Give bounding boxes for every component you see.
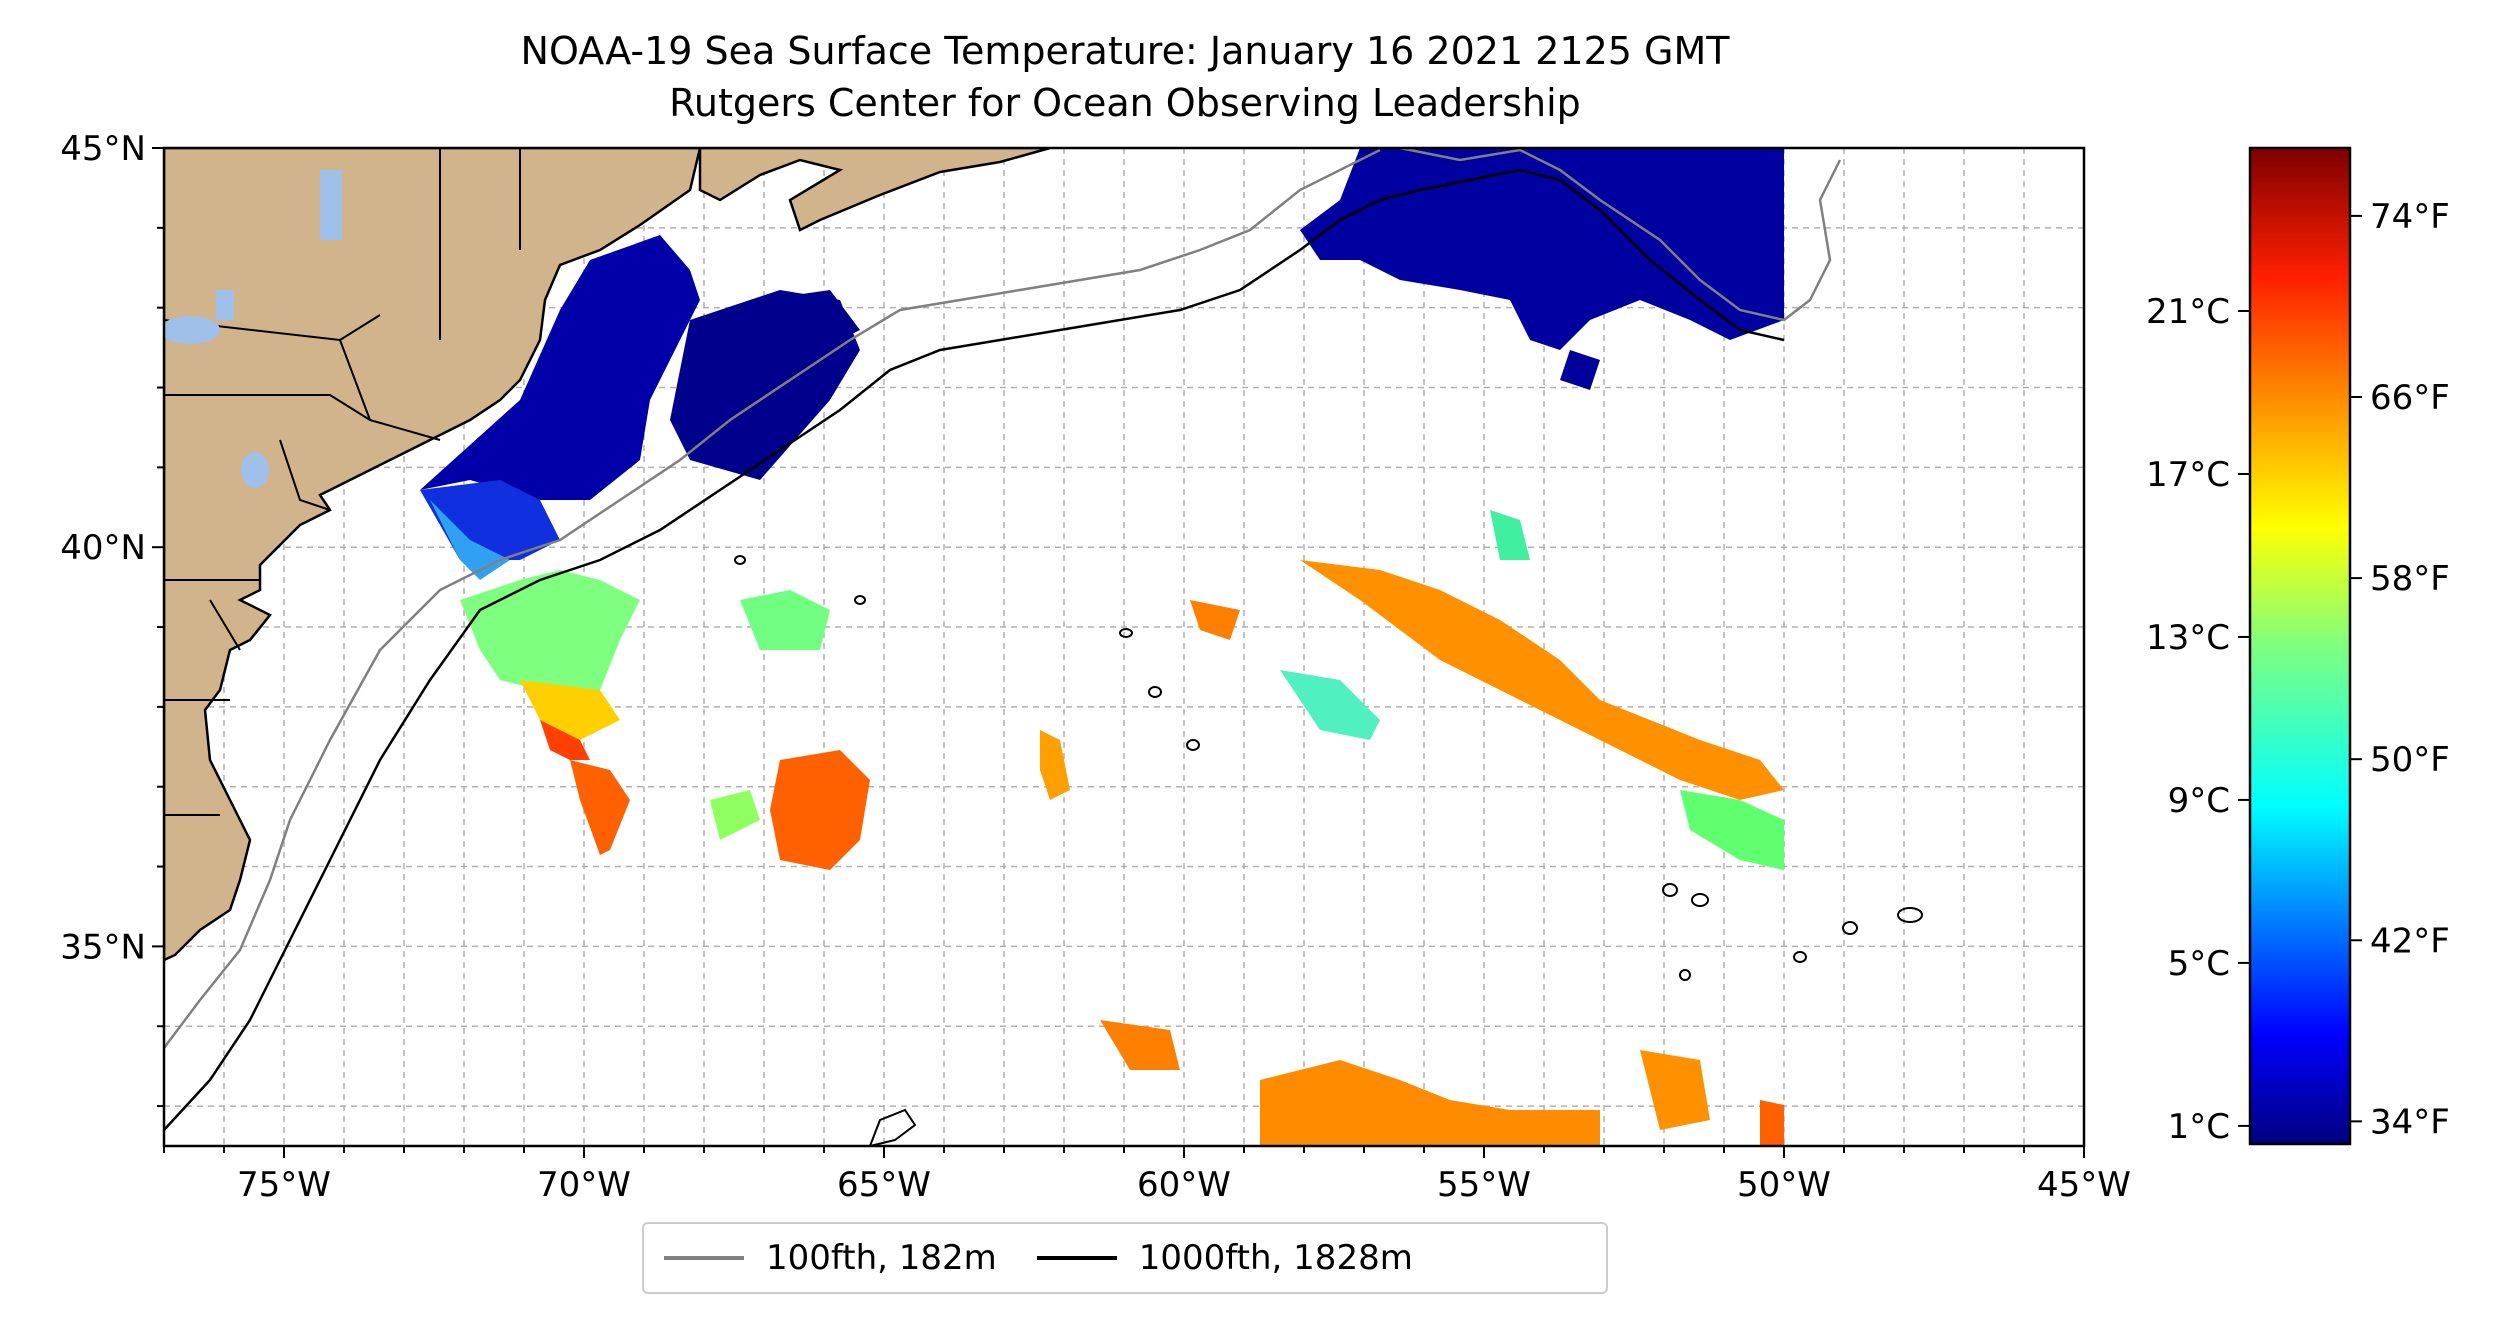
lon-tick-label: 50°W: [1737, 1165, 1831, 1205]
map-title: NOAA-19 Sea Surface Temperature: January…: [520, 29, 1730, 73]
legend: 100fth, 182m 1000fth, 1828m: [642, 1222, 1608, 1294]
state-borders: [164, 148, 521, 816]
cbar-c-label: 9°C: [2168, 781, 2230, 821]
lon-tick-label: 65°W: [837, 1165, 931, 1205]
lat-tick-label: 45°N: [60, 129, 146, 169]
legend-item-1000fth: 1000fth, 1828m: [1036, 1238, 1413, 1278]
legend-swatch-100fth: [664, 1256, 744, 1260]
lat-tick-label: 35°N: [60, 927, 146, 967]
legend-item-100fth: 100fth, 182m: [664, 1238, 997, 1278]
isobath-1000fth: [164, 168, 1785, 1131]
sst-cold-patches: [420, 148, 1784, 580]
cbar-c-label: 21°C: [2146, 292, 2230, 332]
cbar-f-label: 34°F: [2370, 1102, 2450, 1142]
isobath-100fth: [164, 148, 1842, 1049]
cbar-f-label: 42°F: [2370, 921, 2450, 961]
cbar-f-label: 58°F: [2370, 559, 2450, 599]
legend-label-1000fth: 1000fth, 1828m: [1138, 1238, 1413, 1278]
lon-tick-label: 45°W: [2037, 1165, 2131, 1205]
map-subtitle: Rutgers Center for Ocean Observing Leade…: [669, 81, 1581, 125]
lon-tick-label: 75°W: [237, 1165, 331, 1205]
legend-swatch-1000fth: [1036, 1256, 1117, 1260]
land-us-coast: [164, 148, 702, 962]
seamount-outlines: [734, 555, 1923, 1146]
cbar-c-label: 1°C: [2168, 1107, 2230, 1147]
colorbar: [2248, 146, 2352, 1146]
legend-label-100fth: 100fth, 182m: [766, 1238, 997, 1278]
cbar-c-label: 5°C: [2168, 944, 2230, 984]
cbar-c-label: 13°C: [2146, 618, 2230, 658]
cbar-f-label: 66°F: [2370, 378, 2450, 418]
lon-tick-label: 70°W: [537, 1165, 631, 1205]
cbar-f-label: 74°F: [2370, 197, 2450, 237]
lat-tick-label: 40°N: [60, 528, 146, 568]
land-nova-scotia: [698, 148, 1051, 232]
lon-tick-label: 55°W: [1437, 1165, 1531, 1205]
lakes: [164, 170, 342, 488]
lon-tick-label: 60°W: [1137, 1165, 1231, 1205]
cbar-f-label: 50°F: [2370, 740, 2450, 780]
sst-warm-patches: [460, 510, 1784, 1146]
cbar-c-label: 17°C: [2146, 455, 2230, 495]
